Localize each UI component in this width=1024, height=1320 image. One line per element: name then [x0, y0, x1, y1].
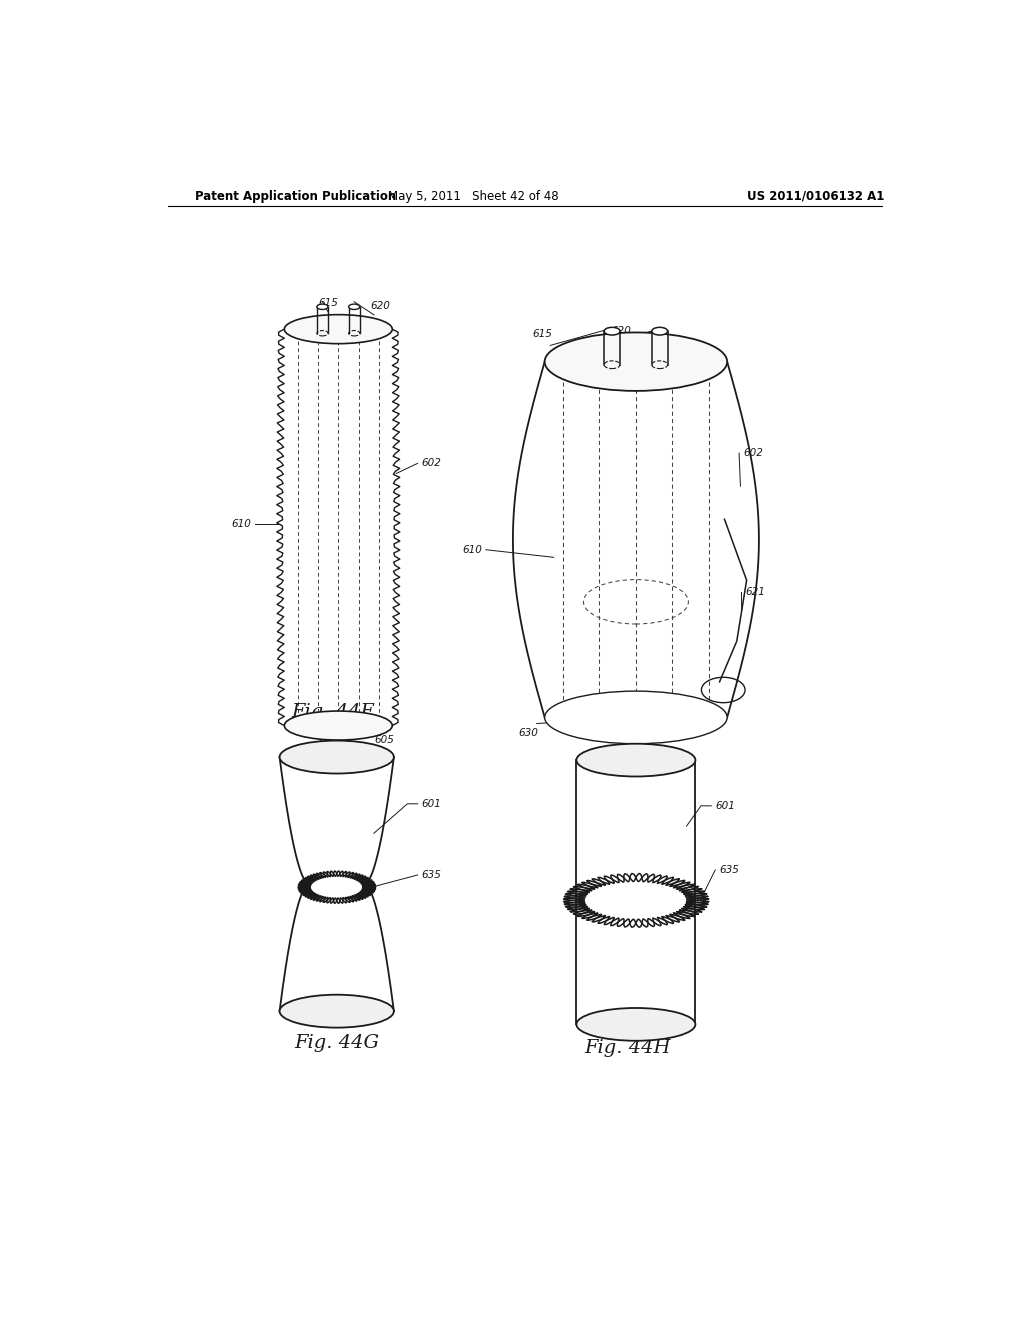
Text: 610: 610	[231, 519, 251, 529]
Text: 615: 615	[318, 298, 338, 308]
Text: 605: 605	[375, 735, 394, 744]
Text: 605: 605	[630, 738, 650, 748]
Ellipse shape	[280, 741, 394, 774]
Ellipse shape	[316, 304, 328, 309]
Text: 630: 630	[519, 727, 539, 738]
Text: 621: 621	[745, 587, 765, 598]
Text: 602: 602	[743, 449, 763, 458]
Ellipse shape	[280, 995, 394, 1028]
Text: US 2011/0106132 A1: US 2011/0106132 A1	[748, 190, 885, 202]
Text: 601: 601	[422, 799, 441, 809]
Text: Fig. 44H: Fig. 44H	[585, 1039, 671, 1057]
Ellipse shape	[348, 304, 359, 309]
Ellipse shape	[285, 314, 392, 343]
Text: 615: 615	[532, 329, 552, 339]
Ellipse shape	[577, 1008, 695, 1040]
Text: Fig. 44G: Fig. 44G	[294, 1034, 379, 1052]
Text: 620: 620	[371, 301, 390, 312]
Text: 635: 635	[422, 870, 441, 880]
Ellipse shape	[652, 327, 668, 335]
Text: 601: 601	[715, 801, 735, 810]
Ellipse shape	[577, 743, 695, 776]
Text: Patent Application Publication: Patent Application Publication	[196, 190, 396, 202]
Ellipse shape	[604, 327, 621, 335]
Text: May 5, 2011   Sheet 42 of 48: May 5, 2011 Sheet 42 of 48	[388, 190, 558, 202]
Ellipse shape	[545, 333, 727, 391]
Ellipse shape	[285, 711, 392, 741]
Text: 635: 635	[719, 865, 739, 875]
Text: 620: 620	[611, 326, 632, 337]
Text: 610: 610	[462, 545, 482, 554]
Text: Fig. 44E: Fig. 44E	[291, 704, 375, 721]
Text: Fig. 44F: Fig. 44F	[585, 722, 668, 739]
Ellipse shape	[545, 692, 727, 743]
Text: 630: 630	[606, 727, 626, 738]
Text: 602: 602	[422, 458, 441, 469]
